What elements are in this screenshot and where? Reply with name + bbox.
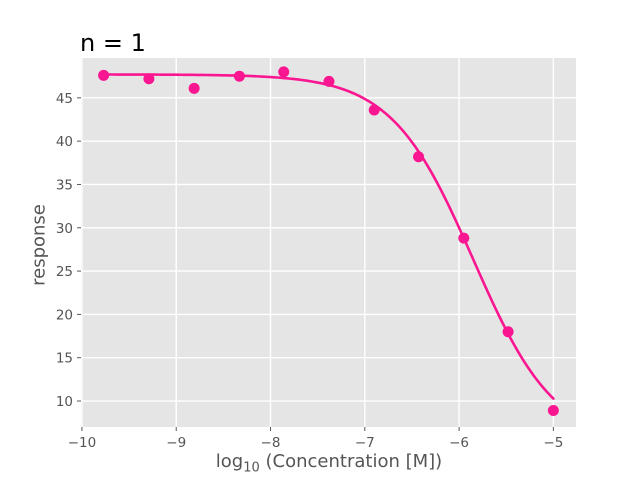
y-tick-label: 10 <box>56 394 73 410</box>
x-tick-label: −8 <box>261 435 281 451</box>
y-tick-label: 45 <box>56 91 73 107</box>
x-tick-label: −7 <box>355 435 375 451</box>
data-point <box>413 151 425 163</box>
y-axis-label: response <box>28 204 50 286</box>
data-point <box>323 75 335 87</box>
x-tick-label: −5 <box>543 435 563 451</box>
data-point <box>368 104 380 116</box>
y-tick-label: 30 <box>56 221 73 237</box>
x-axis-label: log10 (Concentration [M]) <box>216 451 442 476</box>
data-point <box>143 73 155 85</box>
data-point <box>98 69 110 81</box>
data-point <box>458 232 470 244</box>
y-tick-label: 40 <box>56 134 73 150</box>
y-tick-label: 25 <box>56 264 73 280</box>
data-point <box>233 70 245 82</box>
data-point <box>502 326 514 338</box>
x-tick-label: −9 <box>166 435 186 451</box>
y-tick-label: 35 <box>56 177 73 193</box>
y-tick-label: 20 <box>56 307 73 323</box>
x-axis-label-prefix: log <box>215 451 244 472</box>
data-point <box>547 405 559 417</box>
y-tick-label: 15 <box>56 351 73 367</box>
plot-background <box>81 58 576 427</box>
x-axis-label-subscript: 10 <box>243 460 260 476</box>
chart-title: n = 1 <box>80 29 146 57</box>
x-tick-label: −10 <box>68 435 97 451</box>
data-point <box>188 82 200 94</box>
x-axis-label-suffix: (Concentration [M]) <box>259 451 443 472</box>
x-tick-label: −6 <box>449 435 469 451</box>
data-point <box>278 66 290 78</box>
